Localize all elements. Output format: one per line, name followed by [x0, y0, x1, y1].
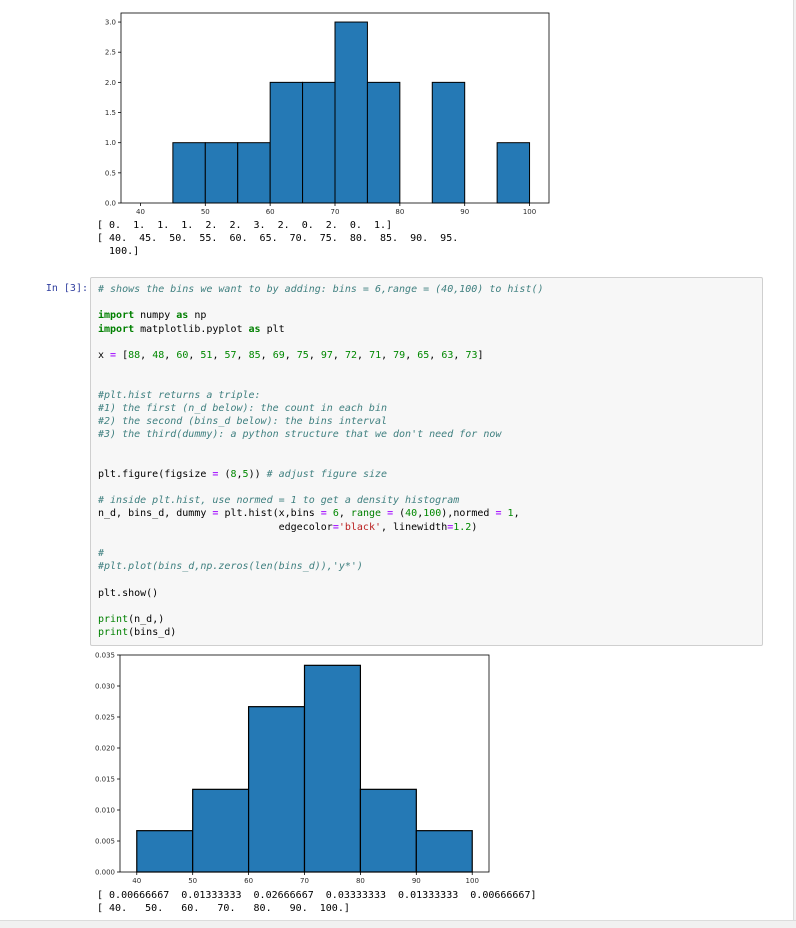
code-line[interactable]: import matplotlib.pyplot as plt	[98, 323, 285, 335]
code-line[interactable]: n_d, bins_d, dummy = plt.hist(x,bins = 6…	[98, 508, 520, 520]
histogram-bar	[431, 81, 466, 204]
x-tick-label: 50	[188, 877, 197, 885]
x-tick-label: 50	[201, 208, 210, 216]
code-line[interactable]	[98, 600, 756, 613]
code-line[interactable]	[98, 573, 756, 586]
code-line[interactable]: #2) the second (bins_d below): the bins …	[98, 416, 387, 428]
histogram-bar	[415, 830, 473, 873]
y-tick-label: 0.035	[95, 652, 115, 660]
code-line[interactable]: plt.show()	[98, 587, 159, 599]
code-line[interactable]: # shows the bins we want to by adding: b…	[98, 284, 544, 295]
code-line[interactable]: edgecolor='black', linewidth=1.2)	[98, 521, 478, 533]
code-line[interactable]: x = [88, 48, 60, 51, 57, 85, 69, 75, 97,…	[98, 350, 484, 362]
histogram-bar	[172, 142, 206, 204]
code-line[interactable]: #plt.hist returns a triple:	[98, 389, 261, 401]
histogram-bar	[359, 788, 417, 873]
code-line[interactable]	[98, 296, 756, 309]
histogram-bar	[237, 142, 271, 204]
x-tick-label: 100	[466, 877, 479, 885]
histogram-bar	[136, 830, 194, 873]
y-tick-label: 1.5	[105, 109, 116, 117]
code-line[interactable]	[98, 441, 756, 454]
code-line[interactable]	[98, 362, 756, 375]
histogram-bar	[496, 142, 531, 204]
stdout-output-counts: [ 0. 1. 1. 1. 2. 2. 3. 2. 0. 2. 0. 1.] […	[97, 220, 459, 257]
x-tick-label: 70	[300, 877, 309, 885]
x-tick-label: 40	[136, 208, 145, 216]
y-tick-label: 0.030	[95, 683, 115, 691]
code-line[interactable]: print(n_d,)	[98, 614, 165, 626]
x-tick-label: 40	[132, 877, 141, 885]
histogram-bar	[247, 706, 306, 873]
y-tick-label: 0.005	[95, 838, 115, 846]
code-line[interactable]: #1) the first (n_d below): the count in …	[98, 402, 387, 414]
histogram-bar	[303, 664, 362, 873]
histogram-bar	[192, 788, 250, 873]
y-tick-label: 0.020	[95, 745, 115, 753]
code-line[interactable]: # inside plt.hist, use normed = 1 to get…	[98, 495, 460, 507]
horizontal-scrollbar[interactable]	[0, 920, 796, 928]
code-line[interactable]: #3) the third(dummy): a python structure…	[98, 429, 502, 441]
x-tick-label: 70	[331, 208, 340, 216]
histogram-bar	[302, 81, 336, 204]
code-line[interactable]	[98, 481, 756, 494]
y-tick-label: 1.0	[105, 139, 116, 147]
code-editor[interactable]: # shows the bins we want to by adding: b…	[98, 283, 756, 639]
code-cell-input[interactable]: # shows the bins we want to by adding: b…	[90, 277, 763, 647]
code-line[interactable]	[98, 336, 756, 349]
code-line[interactable]	[98, 455, 756, 468]
x-tick-label: 90	[412, 877, 421, 885]
histogram-bar	[204, 142, 239, 204]
x-tick-label: 80	[356, 877, 365, 885]
x-tick-label: 100	[523, 208, 536, 216]
stdout-output-density: [ 0.00666667 0.01333333 0.02666667 0.033…	[97, 890, 537, 914]
x-tick-label: 60	[266, 208, 275, 216]
vertical-scrollbar[interactable]	[793, 0, 796, 928]
code-line[interactable]	[98, 375, 756, 388]
histogram-bar	[366, 81, 401, 204]
code-line[interactable]	[98, 534, 756, 547]
y-tick-label: 2.5	[105, 49, 116, 57]
y-tick-label: 2.0	[105, 79, 116, 87]
histogram-bar	[269, 81, 304, 204]
y-tick-label: 0.010	[95, 807, 115, 815]
y-tick-label: 0.025	[95, 714, 115, 722]
code-line[interactable]: #	[98, 548, 105, 560]
y-tick-label: 0.015	[95, 776, 115, 784]
code-line[interactable]: import numpy as np	[98, 310, 207, 322]
x-tick-label: 60	[244, 877, 253, 885]
input-prompt: In [3]:	[45, 283, 88, 294]
code-line[interactable]: #plt.plot(bins_d,np.zeros(len(bins_d)),'…	[98, 561, 363, 573]
histogram-bar	[334, 21, 368, 204]
x-tick-label: 80	[395, 208, 404, 216]
y-tick-label: 0.5	[105, 169, 116, 177]
y-tick-label: 0.000	[95, 869, 115, 877]
x-tick-label: 90	[460, 208, 469, 216]
y-tick-label: 0.0	[105, 200, 116, 208]
histogram-density-figure: 40 50 60 70 80 90 100 0.000 0.005 0.010 0.015 0.020…	[95, 652, 490, 885]
y-tick-label: 3.0	[105, 19, 116, 27]
histogram-count-figure: 40 50 60 70 80 90 100 0.0 0.5 1.0 1.5 2.0 2.5 3.0	[105, 12, 550, 216]
code-line[interactable]: plt.figure(figsize = (8,5)) # adjust fig…	[98, 468, 388, 480]
code-line[interactable]: print(bins_d)	[98, 627, 177, 639]
